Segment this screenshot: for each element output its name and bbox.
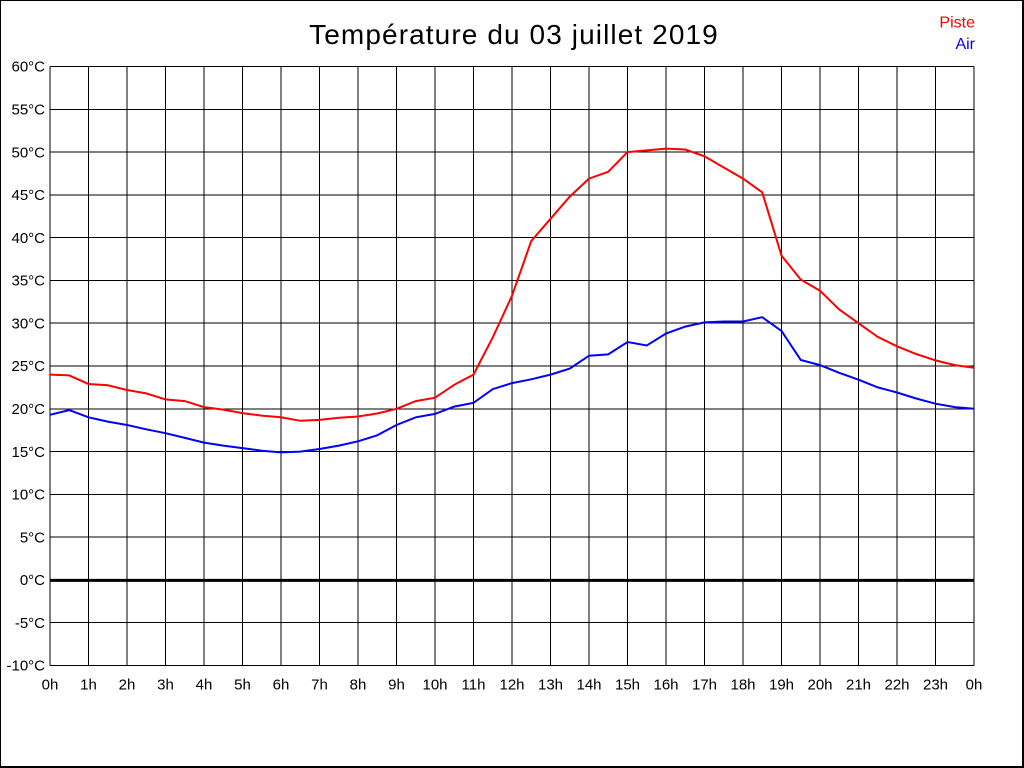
svg-text:35°C: 35°C	[11, 273, 45, 290]
svg-text:9h: 9h	[388, 677, 405, 694]
svg-text:22h: 22h	[884, 677, 909, 694]
svg-text:-5°C: -5°C	[15, 615, 45, 632]
svg-text:5°C: 5°C	[20, 529, 45, 546]
svg-text:3h: 3h	[157, 677, 174, 694]
svg-text:40°C: 40°C	[11, 230, 45, 247]
svg-text:19h: 19h	[769, 677, 794, 694]
svg-text:15h: 15h	[615, 677, 640, 694]
svg-text:Piste: Piste	[939, 15, 975, 32]
svg-text:45°C: 45°C	[11, 187, 45, 204]
svg-text:-10°C: -10°C	[6, 658, 45, 675]
svg-text:10°C: 10°C	[11, 487, 45, 504]
svg-text:0h: 0h	[966, 677, 983, 694]
svg-text:18h: 18h	[730, 677, 755, 694]
svg-text:Température du 03 juillet 2019: Température du 03 juillet 2019	[309, 19, 719, 50]
svg-text:2h: 2h	[119, 677, 136, 694]
svg-text:6h: 6h	[273, 677, 290, 694]
svg-text:15°C: 15°C	[11, 444, 45, 461]
svg-text:20°C: 20°C	[11, 401, 45, 418]
svg-text:1h: 1h	[80, 677, 97, 694]
svg-text:25°C: 25°C	[11, 358, 45, 375]
svg-text:23h: 23h	[923, 677, 948, 694]
svg-text:21h: 21h	[846, 677, 871, 694]
svg-text:8h: 8h	[350, 677, 367, 694]
svg-text:17h: 17h	[692, 677, 717, 694]
svg-text:Air: Air	[955, 36, 975, 53]
svg-text:0h: 0h	[42, 677, 59, 694]
svg-text:16h: 16h	[653, 677, 678, 694]
svg-text:10h: 10h	[422, 677, 447, 694]
svg-text:7h: 7h	[311, 677, 328, 694]
svg-text:14h: 14h	[576, 677, 601, 694]
svg-text:0°C: 0°C	[20, 572, 45, 589]
svg-text:20h: 20h	[807, 677, 832, 694]
svg-text:11h: 11h	[462, 677, 486, 694]
svg-text:50°C: 50°C	[11, 144, 45, 161]
svg-text:4h: 4h	[196, 677, 213, 694]
svg-text:30°C: 30°C	[11, 315, 45, 332]
svg-text:5h: 5h	[234, 677, 251, 694]
svg-text:13h: 13h	[538, 677, 563, 694]
svg-text:12h: 12h	[499, 677, 524, 694]
svg-text:60°C: 60°C	[11, 59, 45, 76]
svg-text:55°C: 55°C	[11, 102, 45, 119]
